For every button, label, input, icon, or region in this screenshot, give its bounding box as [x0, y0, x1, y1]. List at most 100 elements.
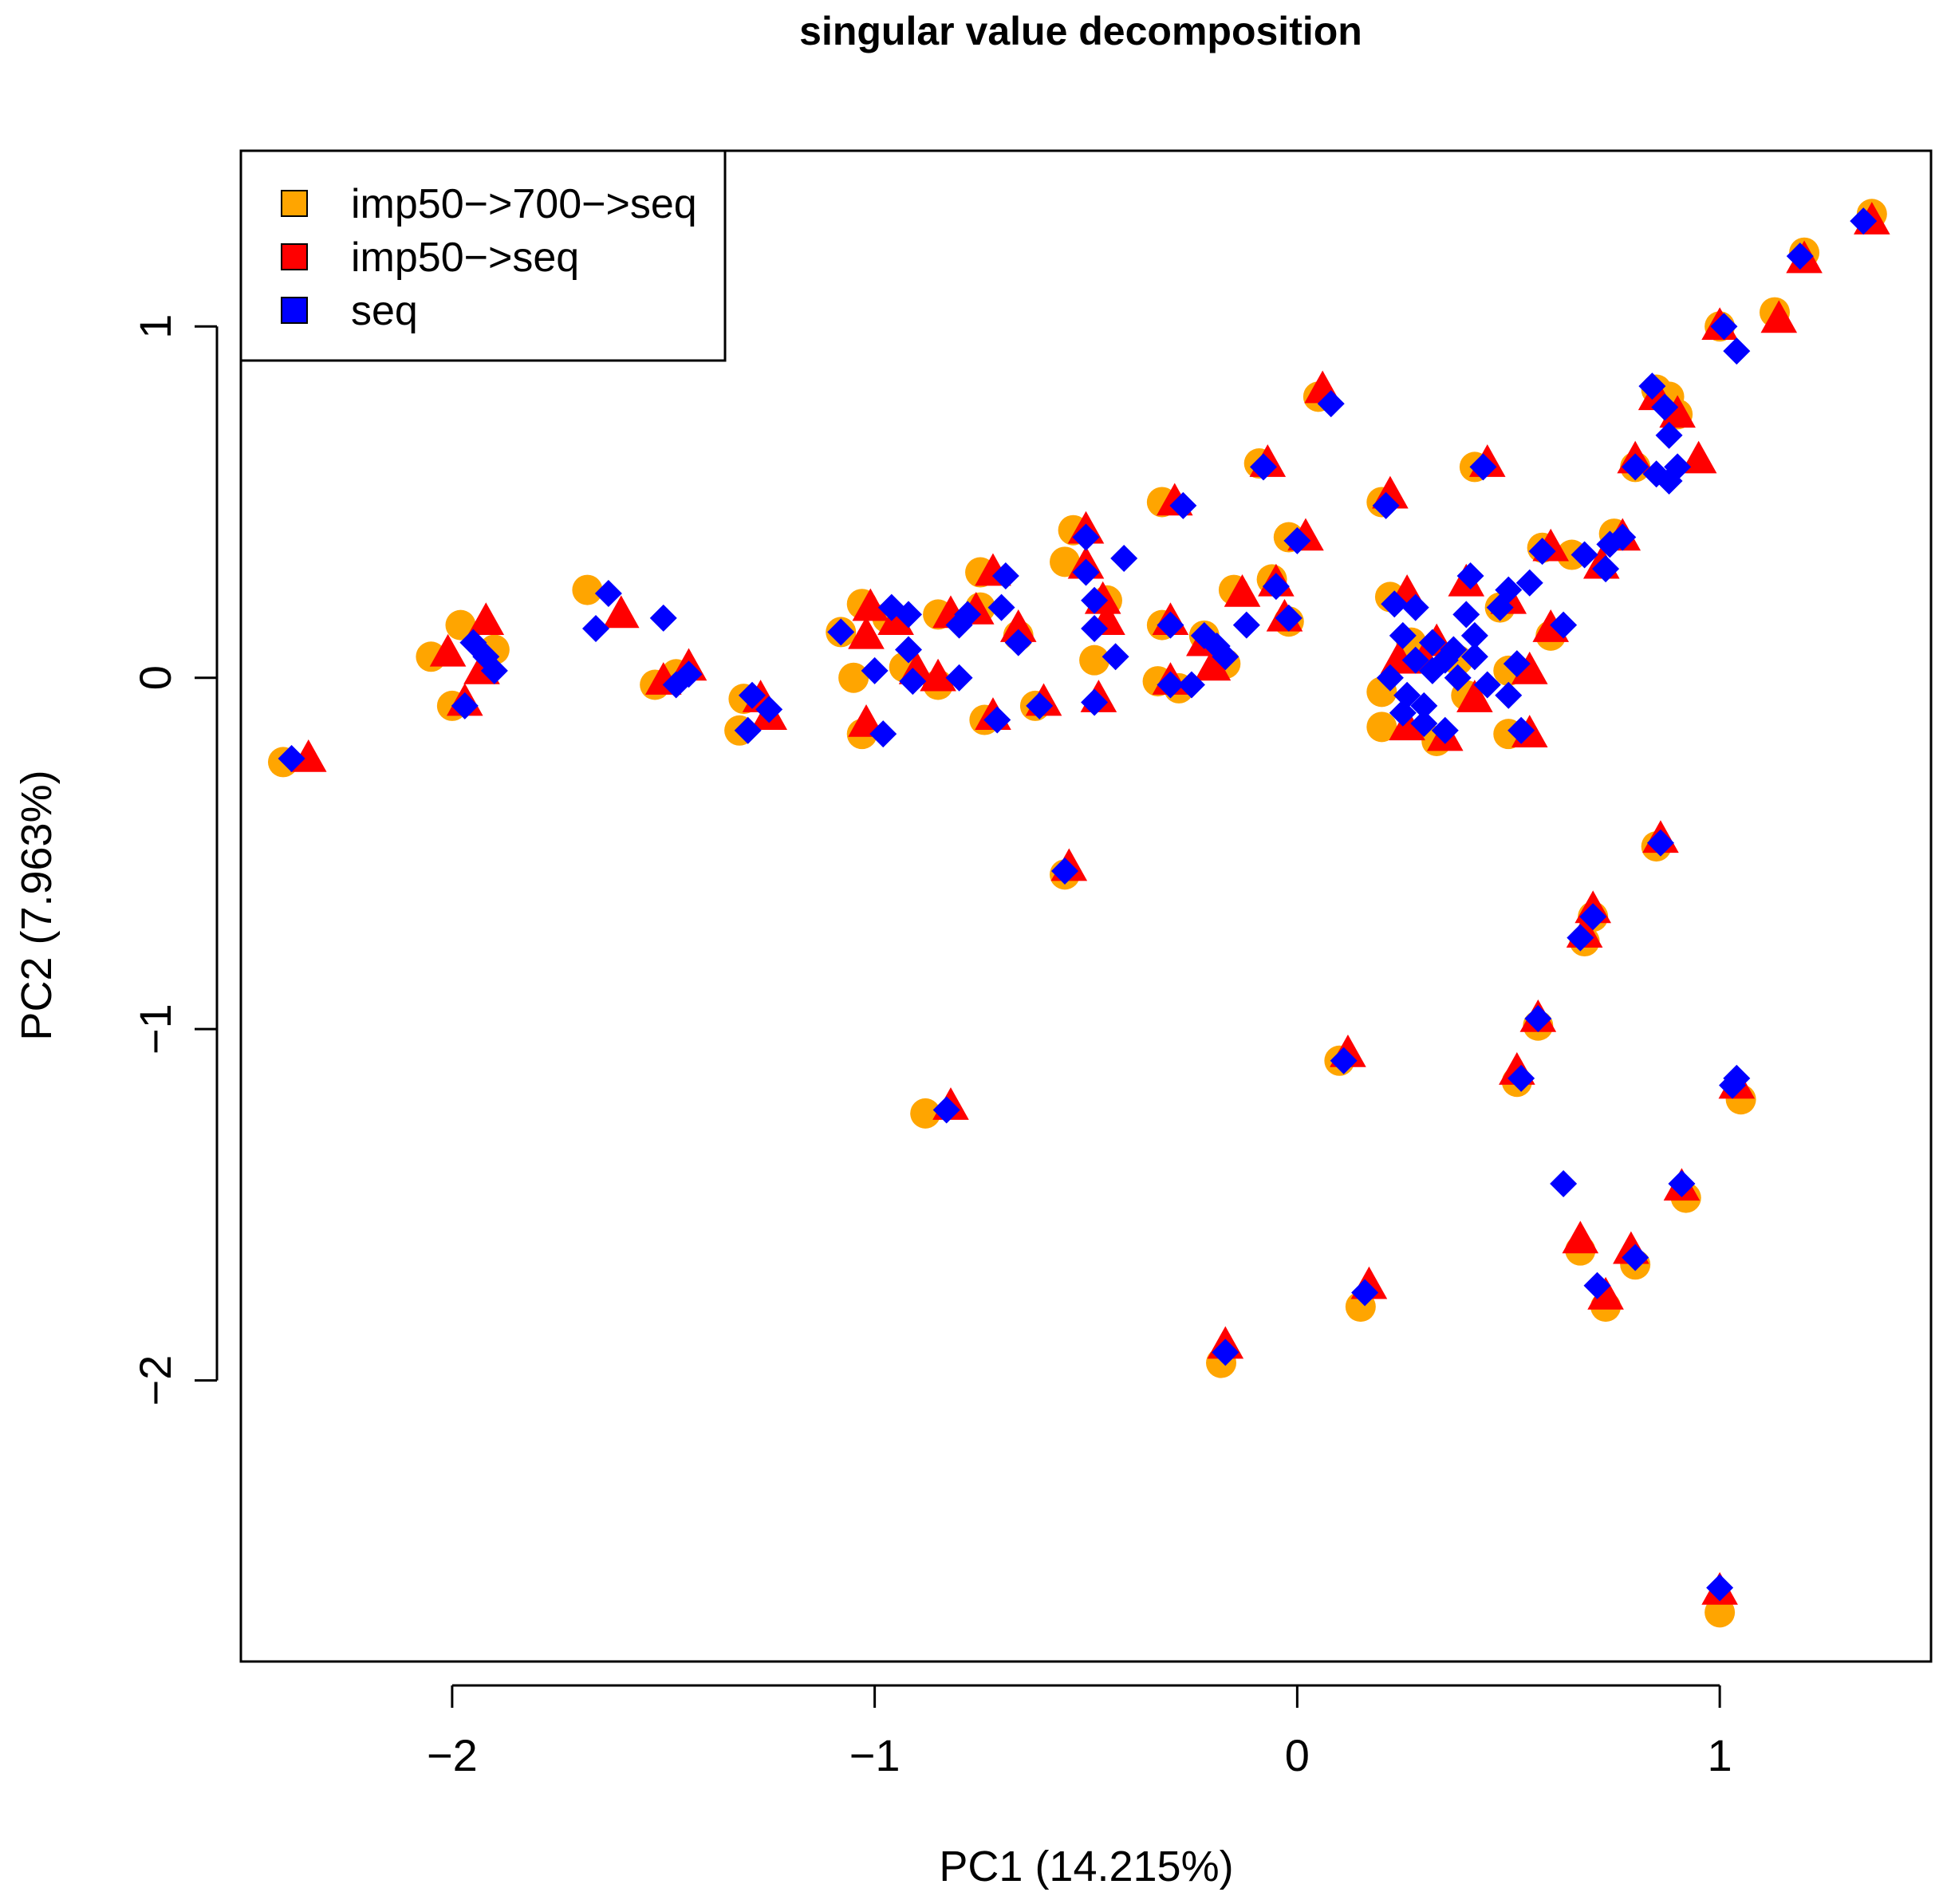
point-triangle: [1587, 1276, 1624, 1310]
point-circle: [445, 609, 476, 641]
point-diamond: [1401, 646, 1429, 674]
axes-layer: −2 −1 0 1 −2 −1 0 1: [130, 314, 1732, 1780]
point-diamond: [1495, 681, 1523, 709]
point-diamond: [899, 668, 927, 696]
x-tick-label: −2: [427, 1730, 478, 1780]
point-diamond: [987, 593, 1015, 621]
point-diamond: [1550, 1169, 1578, 1197]
point-diamond: [1515, 569, 1543, 597]
point-diamond: [1460, 643, 1488, 671]
point-triangle: [1389, 708, 1425, 741]
point-diamond: [1081, 586, 1109, 614]
y-tick-label: 1: [130, 314, 180, 339]
point-diamond: [1177, 671, 1205, 699]
point-diamond: [1372, 491, 1400, 519]
point-diamond: [1444, 664, 1472, 692]
point-triangle: [999, 609, 1037, 642]
x-axis-label: PC1 (14.215%): [939, 1843, 1233, 1890]
point-diamond: [895, 636, 923, 664]
point-diamond: [1507, 1064, 1535, 1092]
point-diamond: [1072, 523, 1100, 551]
point-diamond: [1469, 453, 1497, 481]
point-diamond: [1401, 593, 1429, 621]
point-diamond: [945, 664, 973, 692]
point-diamond: [991, 562, 1019, 589]
point-triangle: [848, 616, 885, 649]
point-triangle: [1224, 574, 1261, 607]
point-circle: [572, 574, 603, 605]
point-diamond: [1646, 829, 1674, 857]
point-triangle: [1680, 440, 1717, 474]
point-diamond: [1330, 1047, 1358, 1074]
point-diamond: [1567, 924, 1594, 952]
point-diamond: [1638, 373, 1666, 400]
x-tick-label: 1: [1708, 1730, 1732, 1780]
point-diamond: [1232, 611, 1260, 639]
point-triangle: [467, 602, 505, 636]
point-diamond: [1110, 544, 1138, 572]
point-diamond: [861, 656, 889, 684]
point-diamond: [594, 579, 622, 607]
point-diamond: [1550, 611, 1578, 639]
point-diamond: [1157, 611, 1184, 639]
point-diamond: [1081, 615, 1109, 643]
x-tick-label: −1: [849, 1730, 901, 1780]
point-diamond: [1431, 716, 1459, 744]
x-tick-label: 0: [1285, 1730, 1310, 1780]
point-diamond: [1473, 671, 1501, 699]
legend-label: seq: [351, 288, 418, 334]
point-diamond: [738, 681, 766, 709]
data-points-layer: [267, 199, 1890, 1628]
point-diamond: [954, 601, 982, 629]
point-diamond: [581, 615, 609, 643]
point-diamond: [827, 618, 855, 646]
point-diamond: [1583, 1271, 1611, 1299]
point-diamond: [1157, 671, 1184, 699]
point-circle: [910, 1098, 941, 1129]
point-diamond: [1212, 1338, 1239, 1366]
point-diamond: [1571, 541, 1598, 569]
point-diamond: [1081, 688, 1109, 716]
point-diamond: [1169, 491, 1197, 519]
point-diamond: [1456, 562, 1484, 589]
point-triangle: [852, 588, 889, 621]
legend: imp50−>700−>seq imp50−>seq seq: [239, 149, 727, 362]
plot-frame: [239, 149, 1933, 1663]
series-1: [290, 202, 1890, 1605]
point-diamond: [1622, 1244, 1649, 1271]
point-diamond: [1460, 621, 1488, 649]
chart-title: singular value decomposition: [799, 9, 1362, 53]
point-diamond: [649, 604, 677, 632]
point-diamond: [932, 1096, 960, 1124]
y-tick-label: −1: [130, 1003, 180, 1054]
point-diamond: [1389, 621, 1417, 649]
point-circle: [838, 662, 869, 693]
point-diamond: [1664, 453, 1692, 481]
point-diamond: [1850, 207, 1878, 235]
point-diamond: [1004, 629, 1032, 656]
point-diamond: [869, 720, 897, 748]
point-circle: [1705, 1597, 1736, 1628]
y-tick-label: 0: [130, 665, 180, 690]
point-triangle: [602, 595, 640, 629]
point-circle: [1079, 645, 1110, 676]
point-diamond: [1622, 453, 1649, 481]
point-diamond: [895, 601, 923, 629]
point-diamond: [755, 696, 783, 723]
legend-label: imp50−>seq: [351, 235, 579, 281]
point-diamond: [1317, 390, 1345, 418]
point-diamond: [1524, 1004, 1552, 1032]
point-diamond: [675, 660, 703, 688]
point-diamond: [1592, 555, 1620, 583]
point-circle: [1366, 712, 1397, 743]
point-triangle: [920, 658, 956, 692]
point-diamond: [1410, 709, 1438, 737]
point-diamond: [1051, 857, 1079, 885]
point-triangle: [1659, 395, 1696, 428]
point-diamond: [1786, 242, 1814, 270]
point-diamond: [451, 692, 479, 719]
point-diamond: [1495, 576, 1523, 604]
point-diamond: [1376, 664, 1404, 692]
point-diamond: [1668, 1169, 1696, 1197]
